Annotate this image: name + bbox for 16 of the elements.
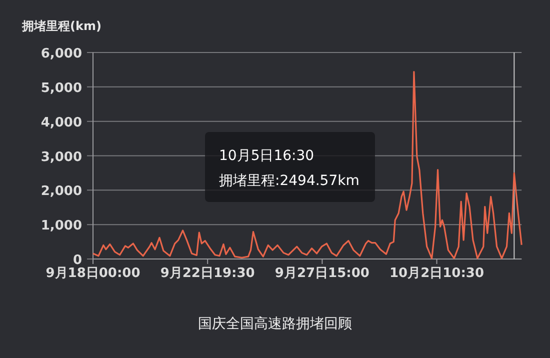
y-tick-label: 1,000 [40, 218, 82, 234]
x-tick-label: 10月2日10:30 [390, 266, 484, 281]
y-tick-label: 6,000 [40, 46, 82, 62]
y-tick-label: 5,000 [40, 80, 82, 96]
y-tick-label: 3,000 [40, 150, 82, 165]
x-tick-label: 9月27日15:00 [274, 266, 370, 281]
x-tick-label: 9月18日00:00 [46, 266, 140, 281]
y-axis-title: 拥堵里程(km) [21, 19, 102, 33]
text: 国庆全国高速路拥堵回顾 [198, 316, 352, 332]
annotation: 10月5日16:30 [219, 148, 314, 164]
annotation: 拥堵里程:2494.57km [219, 173, 360, 189]
y-tick-label: 2,000 [40, 184, 82, 200]
tooltip: 10月5日16:30 拥堵里程:2494.57km [205, 132, 375, 202]
y-tick-label: 4,000 [40, 115, 82, 130]
y-tick-label: 0 [72, 253, 82, 268]
x-tick-label: 9月22日19:30 [160, 266, 255, 281]
